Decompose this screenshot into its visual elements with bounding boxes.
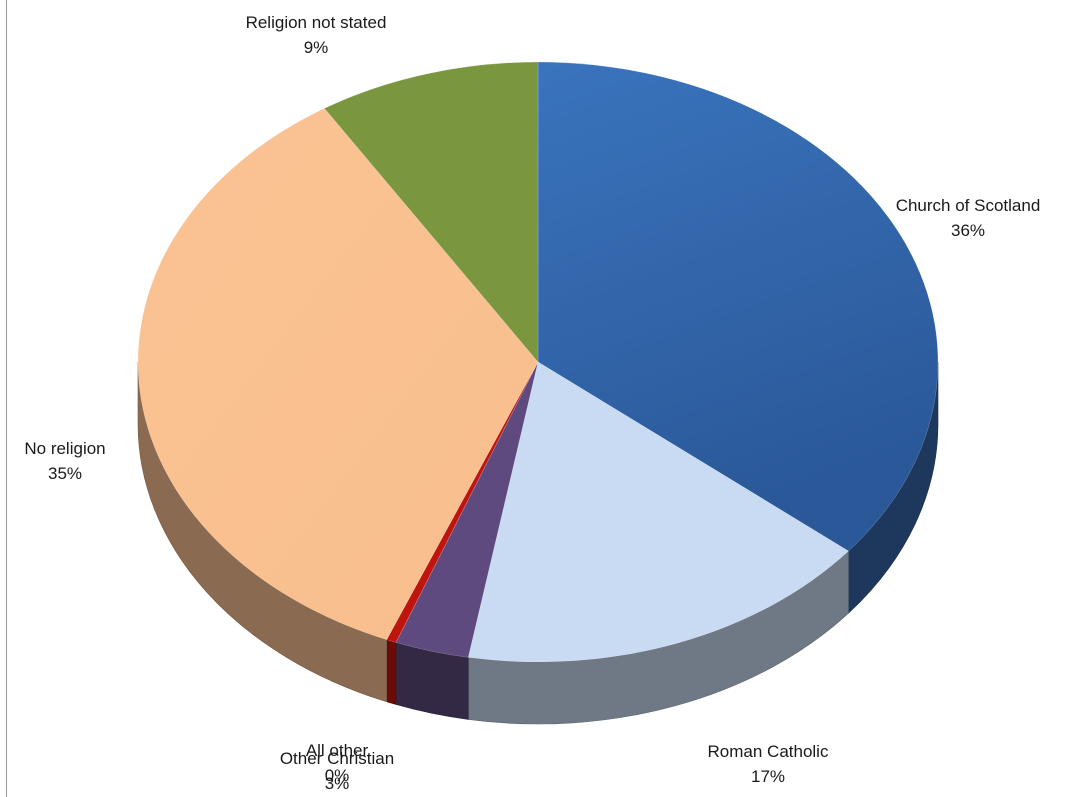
slice-side-all-other <box>386 639 397 705</box>
slice-church-of-scotland <box>537 61 939 552</box>
slice-label-roman-catholic: Roman Catholic 17% <box>668 739 868 789</box>
slice-label-name: All other <box>305 741 369 760</box>
slice-label-religion-not-stated: Religion not stated 9% <box>216 10 416 60</box>
pie-side-walls <box>137 361 939 725</box>
slice-label-name: Other Christian <box>279 749 395 768</box>
slice-label-value: 17% <box>750 767 786 786</box>
slice-religion-not-stated <box>324 61 539 363</box>
pie-top-faces <box>137 61 939 663</box>
slice-label-other-christian: Other Christian 3% <box>237 746 437 796</box>
slice-label-church-of-scotland: Church of Scotland 36% <box>868 193 1067 243</box>
slice-label-value: 35% <box>47 464 83 483</box>
slice-roman-catholic <box>467 361 849 663</box>
slice-label-value: 0% <box>324 766 350 785</box>
slice-label-value: 36% <box>950 221 986 240</box>
slice-label-name: Roman Catholic <box>707 742 829 761</box>
slice-label-all-other: All other 0% <box>237 738 437 788</box>
slice-no-religion <box>137 108 539 640</box>
slice-all-other <box>386 361 539 643</box>
slice-label-no-religion: No religion 35% <box>0 436 130 486</box>
chart-border-line <box>6 0 7 797</box>
slice-label-value: 3% <box>324 774 350 793</box>
slice-other-christian <box>395 361 539 658</box>
slice-label-name: Religion not stated <box>245 13 387 32</box>
slice-label-value: 9% <box>303 38 329 57</box>
slice-label-name: Church of Scotland <box>895 196 1041 215</box>
slice-label-name: No religion <box>24 439 106 458</box>
